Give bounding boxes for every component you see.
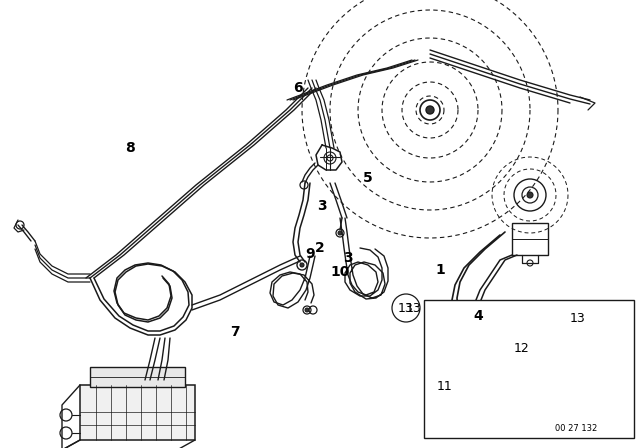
Circle shape bbox=[162, 380, 166, 384]
Circle shape bbox=[392, 294, 420, 322]
Circle shape bbox=[527, 192, 533, 198]
Text: 5: 5 bbox=[363, 171, 373, 185]
Bar bbox=[424, 300, 634, 438]
Text: 1: 1 bbox=[435, 263, 445, 277]
Circle shape bbox=[305, 308, 309, 312]
Circle shape bbox=[148, 380, 152, 384]
Text: 12: 12 bbox=[514, 341, 530, 354]
Text: 4: 4 bbox=[473, 309, 483, 323]
Circle shape bbox=[300, 263, 304, 267]
Text: 13: 13 bbox=[570, 311, 586, 324]
Circle shape bbox=[456, 318, 460, 322]
Text: 3: 3 bbox=[343, 251, 353, 265]
Circle shape bbox=[156, 380, 160, 384]
Text: 6: 6 bbox=[293, 81, 303, 95]
Text: 13: 13 bbox=[398, 302, 414, 314]
Text: 3: 3 bbox=[317, 199, 327, 213]
Text: 00 27 132: 00 27 132 bbox=[555, 423, 597, 432]
Bar bbox=[80, 385, 195, 440]
Text: 8: 8 bbox=[125, 141, 135, 155]
Circle shape bbox=[143, 380, 147, 384]
Bar bbox=[512, 223, 548, 255]
Text: 9: 9 bbox=[305, 247, 315, 261]
Text: 10: 10 bbox=[330, 265, 349, 279]
Text: 2: 2 bbox=[315, 241, 325, 255]
Circle shape bbox=[451, 318, 455, 322]
Circle shape bbox=[420, 100, 440, 120]
Bar bbox=[90, 367, 185, 387]
Text: 13: 13 bbox=[406, 302, 422, 314]
Text: 11: 11 bbox=[437, 379, 453, 392]
Text: 7: 7 bbox=[230, 325, 240, 339]
Circle shape bbox=[338, 231, 342, 235]
Circle shape bbox=[426, 106, 434, 114]
